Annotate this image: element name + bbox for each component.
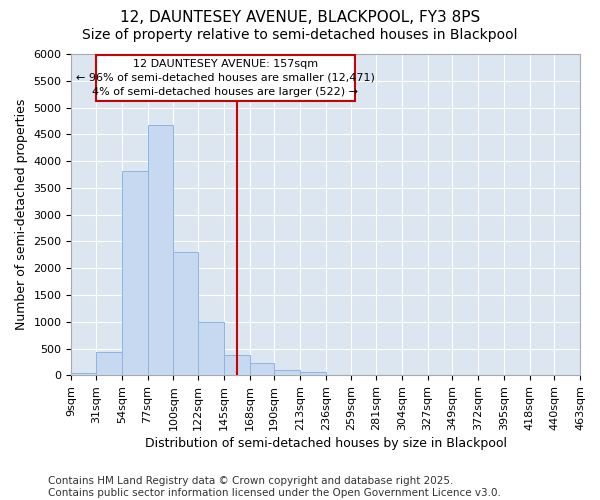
- Y-axis label: Number of semi-detached properties: Number of semi-detached properties: [15, 99, 28, 330]
- Bar: [250, 363, 274, 376]
- Text: Contains HM Land Registry data © Crown copyright and database right 2025.
Contai: Contains HM Land Registry data © Crown c…: [48, 476, 501, 498]
- Bar: [198, 322, 224, 376]
- Bar: [71, 372, 96, 376]
- Bar: [148, 124, 173, 376]
- Bar: [274, 370, 300, 376]
- Bar: [96, 352, 122, 376]
- Bar: [173, 252, 198, 376]
- X-axis label: Distribution of semi-detached houses by size in Blackpool: Distribution of semi-detached houses by …: [145, 437, 507, 450]
- Text: 12, DAUNTESEY AVENUE, BLACKPOOL, FY3 8PS: 12, DAUNTESEY AVENUE, BLACKPOOL, FY3 8PS: [120, 10, 480, 25]
- Text: Size of property relative to semi-detached houses in Blackpool: Size of property relative to semi-detach…: [82, 28, 518, 42]
- Bar: [122, 171, 148, 376]
- FancyBboxPatch shape: [96, 55, 355, 100]
- Text: 12 DAUNTESEY AVENUE: 157sqm
← 96% of semi-detached houses are smaller (12,471)
4: 12 DAUNTESEY AVENUE: 157sqm ← 96% of sem…: [76, 59, 375, 97]
- Bar: [224, 355, 250, 376]
- Bar: [300, 372, 326, 376]
